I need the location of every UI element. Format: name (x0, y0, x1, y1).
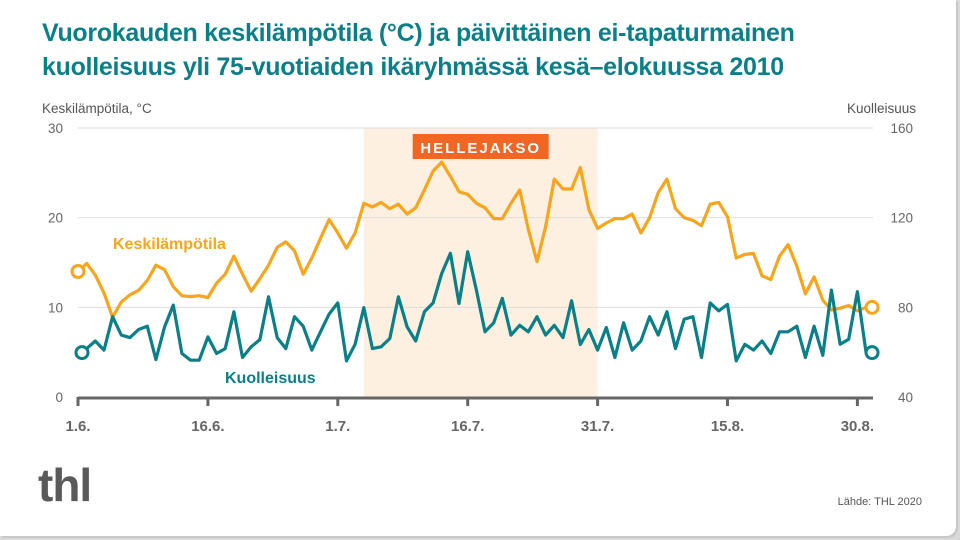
right-axis-title: Kuolleisuus (846, 101, 916, 116)
x-tick-label: 15.8. (711, 418, 744, 435)
heatwave-band (363, 128, 598, 397)
mortality-line (77, 250, 868, 363)
thl-logo: thl (38, 459, 92, 511)
x-tick-label: 1.7. (325, 418, 350, 435)
heatwave-label: HELLEJAKSO (420, 140, 541, 157)
y-tick-right: 80 (898, 300, 913, 315)
temperature-label: Keskilämpötila (113, 236, 226, 253)
x-tick-label: 1.6. (65, 418, 90, 435)
mortality-label: Kuolleisuus (225, 370, 316, 387)
y-tick-right: 40 (898, 390, 913, 405)
y-tick-left: 30 (48, 121, 63, 136)
temperature-start-marker (70, 263, 86, 279)
y-tick-right: 160 (890, 121, 913, 136)
mortality-start-marker (74, 345, 90, 361)
temperature-line (76, 160, 867, 319)
chart-title: Vuorokauden keskilämpötila (°C) ja päivi… (42, 19, 795, 81)
x-tick-label: 16.6. (191, 418, 224, 435)
x-tick-label: 16.7. (451, 418, 484, 435)
heatwave-label-box (412, 134, 549, 159)
y-tick-right: 120 (890, 211, 913, 226)
x-tick-label: 30.8. (841, 418, 874, 435)
y-tick-left: 0 (55, 390, 63, 405)
source-note: Lähde: THL 2020 (837, 496, 922, 508)
left-axis-title: Keskilämpötila, °C (42, 101, 152, 116)
y-tick-left: 10 (48, 300, 63, 315)
mortality-end-marker (864, 345, 880, 361)
x-tick-label: 31.7. (581, 418, 614, 435)
temperature-end-marker (864, 299, 880, 315)
y-tick-left: 20 (48, 211, 63, 226)
